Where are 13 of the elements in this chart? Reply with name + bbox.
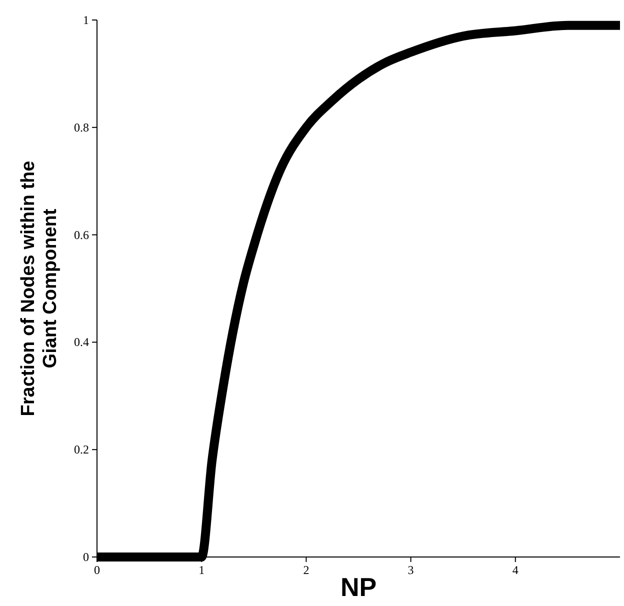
y-tick-label: 0.2	[74, 442, 89, 457]
x-axis-title: NP	[340, 572, 377, 602]
y-tick-label: 0	[83, 550, 89, 564]
x-tick-label: 0	[94, 563, 100, 577]
x-tick-label: 1	[198, 563, 205, 577]
y-tick-label: 1	[83, 13, 89, 27]
y-tick-label: 0.6	[74, 228, 89, 242]
y-axis-title: Fraction of Nodes within the Giant Component	[18, 160, 61, 416]
x-tick-label: 3	[408, 563, 414, 577]
y-tick-label: 0.8	[74, 120, 89, 134]
x-tick-label: 4	[512, 563, 518, 577]
y-tick-label: 0.4	[74, 335, 89, 350]
x-tick-label: 2	[303, 563, 310, 577]
